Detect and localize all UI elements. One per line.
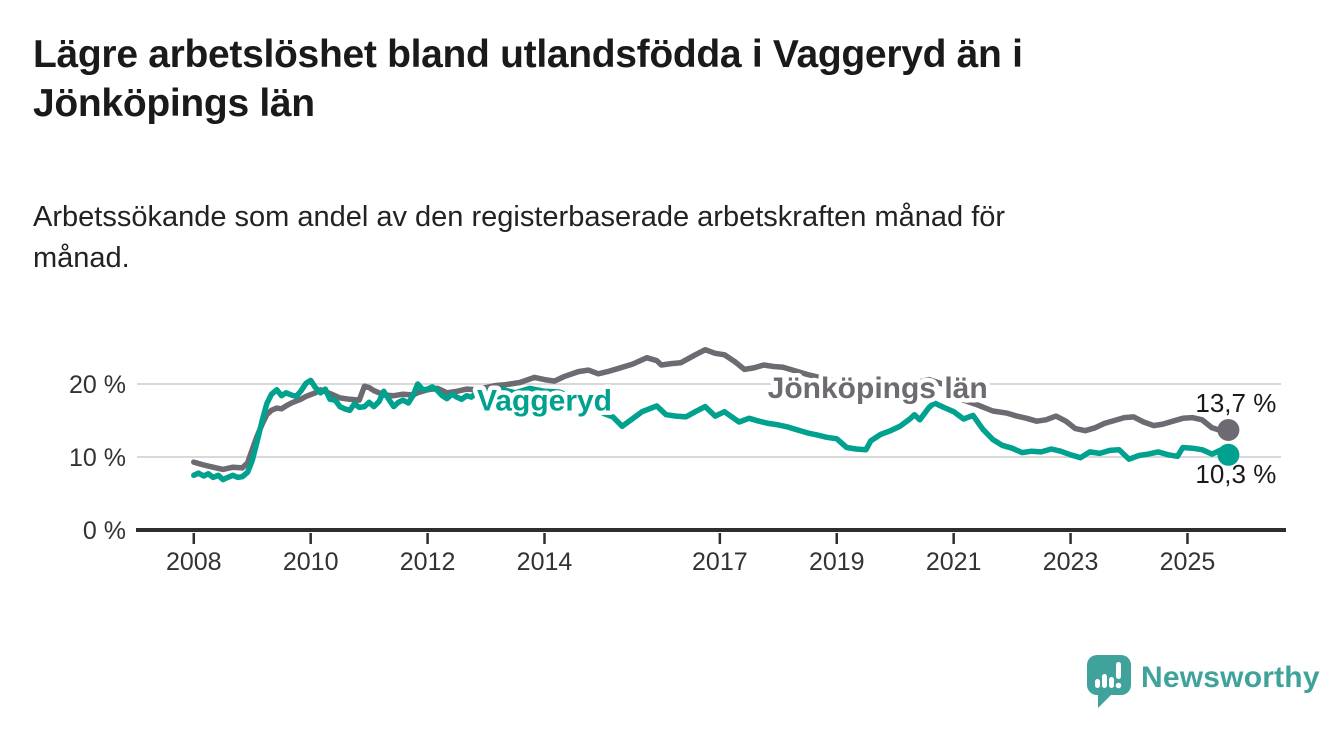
x-tick-label-2014: 2014 [517,548,573,576]
newsworthy-logo-text: Newsworthy [1141,661,1320,694]
series-label-vaggeryd: Vaggeryd [477,384,612,417]
x-tick-label-2012: 2012 [400,548,456,576]
x-tick-label-2017: 2017 [692,548,748,576]
end-value-label-vaggeryd: 10,3 % [1195,459,1276,489]
y-tick-label-20: 20 % [69,371,126,399]
end-dot-vaggeryd [1217,443,1240,466]
x-tick-label-2023: 2023 [1043,548,1099,576]
newsworthy-brand: Newsworthy [1087,655,1320,708]
page-subtitle-line-1: Arbetssökande som andel av den registerb… [33,201,1006,233]
y-tick-label-10: 10 % [69,444,126,472]
page-title-line-2: Jönköpings län [33,82,315,126]
x-tick-label-2008: 2008 [166,548,222,576]
newsworthy-logo-icon [1087,655,1131,708]
page-title-line-1: Lägre arbetslöshet bland utlandsfödda i … [33,33,1023,76]
x-tick-label-2010: 2010 [283,548,339,576]
x-tick-label-2021: 2021 [926,548,982,576]
page-subtitle: Arbetssökande som andel av den registerb… [33,197,1273,279]
x-tick-label-2025: 2025 [1160,548,1216,576]
page-subtitle-line-2: månad. [33,242,130,275]
x-tick-label-2019: 2019 [809,548,865,576]
end-value-label-j-nk-pings-l-n: 13,7 % [1195,388,1276,418]
series-label-j-nk-pings-l-n: Jönköpings län [768,372,988,405]
series-line-vaggeryd [191,377,1232,483]
y-tick-label-0: 0 % [83,517,126,545]
series-line-j-nk-pings-l-n [191,346,1232,473]
page-title: Lägre arbetslöshet bland utlandsfödda i … [33,30,1303,128]
end-dot-j-nk-pings-l-n [1217,418,1240,441]
